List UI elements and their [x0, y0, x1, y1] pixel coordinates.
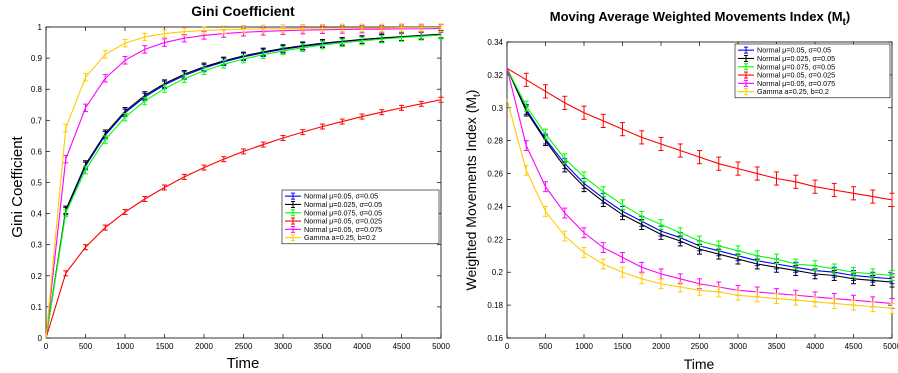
wmi-title-tail: )	[846, 9, 850, 24]
wmi-y-tick-label: 0.2	[492, 268, 504, 277]
gini-x-tick-label: 4500	[393, 342, 411, 351]
gini-y-tick-label: 0.8	[31, 85, 43, 94]
wmi-legend-item: Normal μ=0.05, σ=0.075	[738, 79, 835, 88]
wmi-legend-label: Normal μ=0.05, σ=0.05	[757, 46, 831, 55]
wmi-title-subscript: t	[843, 17, 847, 28]
wmi-legend-item: Gamma a=0.25, b=0.2	[738, 87, 829, 96]
gini-series-2	[45, 30, 444, 339]
wmi-ylabel-tail: )	[463, 90, 479, 95]
wmi-x-tick-label: 2000	[652, 342, 670, 351]
gini-x-tick-label: 1500	[156, 342, 174, 351]
gini-y-tick-label: 0.9	[31, 54, 43, 63]
wmi-y-tick-label: 0.22	[487, 235, 503, 244]
gini-legend-item: Normal μ=0.075, σ=0.05	[285, 208, 382, 217]
wmi-legend-item: Normal μ=0.05, σ=0.025	[738, 71, 835, 80]
gini-chart: Gini Coefficient Time Gini Coefficient 0…	[9, 3, 450, 372]
gini-x-tick-label: 5000	[432, 342, 450, 351]
wmi-x-tick-label: 2500	[691, 342, 709, 351]
gini-legend-label: Normal μ=0.075, σ=0.05	[304, 208, 382, 217]
wmi-series-3	[506, 67, 895, 207]
gini-y-tick-label: 0.3	[31, 241, 43, 250]
gini-y-tick-label: 1	[38, 23, 43, 32]
wmi-y-tick-label: 0.3	[492, 104, 504, 113]
gini-x-tick-label: 1000	[116, 342, 134, 351]
gini-plot-area: 0 500 1000 1500 2000 2500 3000 3500 4000 4500 5000…	[31, 23, 451, 351]
gini-x-tick-label: 0	[44, 342, 49, 351]
gini-legend-box	[281, 189, 440, 245]
wmi-legend-label: Normal μ=0.05, σ=0.075	[757, 79, 835, 88]
wmi-ylabel-subscript: t	[472, 94, 483, 97]
gini-y-tick-label: 0.5	[31, 179, 43, 188]
gini-y-tick-label: 0.7	[31, 116, 43, 125]
gini-legend-label: Normal μ=0.025, σ=0.05	[304, 200, 382, 209]
wmi-series-2	[506, 68, 895, 281]
wmi-legend-label: Gamma a=0.25, b=0.2	[757, 87, 829, 96]
gini-y-tick-label: 0	[38, 334, 43, 343]
gini-legend-item: Normal μ=0.05, σ=0.075	[285, 225, 382, 234]
wmi-x-tick-label: 3000	[729, 342, 747, 351]
wmi-ylabel-main: Weighted Movements Index (M	[463, 97, 479, 291]
gini-legend-item: Normal μ=0.05, σ=0.025	[285, 217, 382, 226]
wmi-y-tick-label: 0.28	[487, 137, 503, 146]
gini-y-axis-label: Gini Coefficient	[9, 135, 26, 237]
wmi-x-tick-label: 1500	[614, 342, 632, 351]
gini-x-tick-label: 2500	[235, 342, 253, 351]
wmi-legend-label: Normal μ=0.075, σ=0.05	[757, 62, 835, 71]
wmi-legend-box	[734, 43, 891, 99]
gini-x-axis-label: Time	[227, 355, 260, 372]
wmi-x-tick-label: 500	[539, 342, 553, 351]
wmi-y-tick-label: 0.32	[487, 71, 503, 80]
wmi-y-tick-label: 0.26	[487, 170, 503, 179]
wmi-x-tick-label: 3500	[768, 342, 786, 351]
wmi-legend-item: Normal μ=0.05, σ=0.05	[738, 46, 831, 55]
wmi-series-5	[506, 99, 895, 314]
gini-series-5	[45, 23, 444, 339]
gini-x-tick-label: 3000	[274, 342, 292, 351]
gini-legend-label: Gamma a=0.25, b=0.2	[304, 233, 376, 242]
gini-legend-label: Normal μ=0.05, σ=0.05	[304, 192, 378, 201]
wmi-legend-item: Normal μ=0.025, σ=0.05	[738, 54, 835, 63]
wmi-y-axis-label: Weighted Movements Index (Mt)	[463, 90, 483, 291]
wmi-x-tick-label: 4500	[845, 342, 863, 351]
gini-x-tick-label: 4000	[353, 342, 371, 351]
gini-legend-item: Normal μ=0.025, σ=0.05	[285, 200, 382, 209]
wmi-legend-item: Normal μ=0.075, σ=0.05	[738, 62, 835, 71]
wmi-y-tick-label: 0.34	[487, 38, 503, 47]
gini-chart-title: Gini Coefficient	[191, 3, 295, 19]
gini-x-tick-label: 2000	[195, 342, 213, 351]
gini-y-tick-label: 0.1	[31, 303, 43, 312]
wmi-legend-label: Normal μ=0.05, σ=0.025	[757, 71, 835, 80]
gini-x-tick-label: 500	[79, 342, 93, 351]
wmi-x-axis-label: Time	[684, 356, 715, 372]
wmi-x-tick-label: 0	[505, 342, 510, 351]
gini-legend-label: Normal μ=0.05, σ=0.075	[304, 225, 382, 234]
wmi-x-tick-label: 5000	[883, 342, 898, 351]
gini-legend-label: Normal μ=0.05, σ=0.025	[304, 217, 382, 226]
gini-y-tick-label: 0.6	[31, 147, 43, 156]
wmi-x-tick-label: 1000	[575, 342, 593, 351]
wmi-chart: Moving Average Weighted Movements Index …	[463, 9, 898, 372]
gini-series-3	[45, 96, 444, 339]
wmi-plot-area: 0 500 1000 1500 2000 2500 3000 3500 4000 4500 500 0…	[487, 38, 898, 351]
wmi-chart-title: Moving Average Weighted Movements Index …	[550, 9, 850, 28]
gini-y-tick-label: 0.2	[31, 272, 43, 281]
wmi-x-tick-label: 4000	[806, 342, 824, 351]
wmi-legend-label: Normal μ=0.025, σ=0.05	[757, 54, 835, 63]
gini-legend-item: Normal μ=0.05, σ=0.05	[285, 192, 378, 201]
wmi-y-tick-label: 0.24	[487, 202, 503, 211]
gini-y-tick-label: 0.4	[31, 210, 43, 219]
gini-x-tick-label: 3500	[314, 342, 332, 351]
wmi-y-tick-label: 0.16	[487, 334, 503, 343]
wmi-y-tick-label: 0.18	[487, 301, 503, 310]
wmi-title-main: Moving Average Weighted Movements Index …	[550, 9, 843, 24]
gini-legend-item: Gamma a=0.25, b=0.2	[285, 233, 376, 242]
